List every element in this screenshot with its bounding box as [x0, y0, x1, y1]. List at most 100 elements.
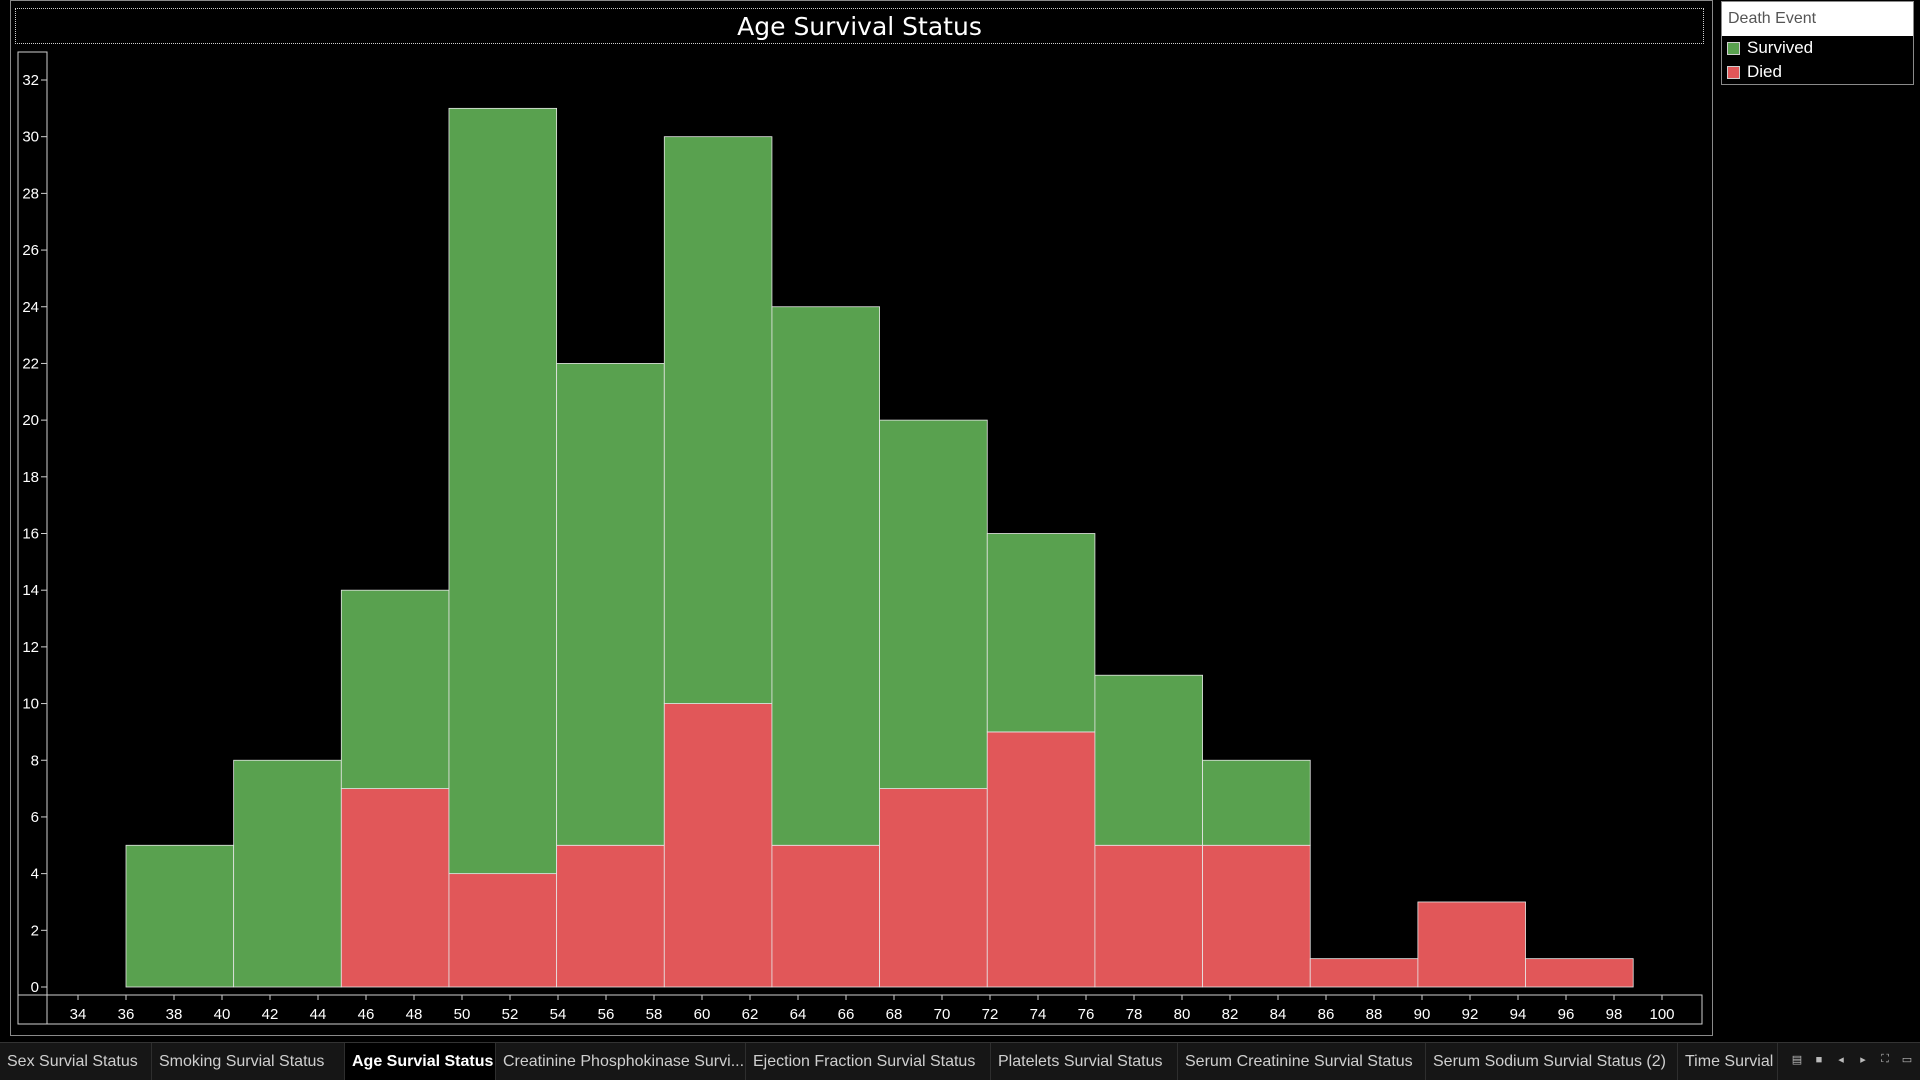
x-tick-label: 68	[886, 1006, 903, 1023]
bar-survived[interactable]	[556, 363, 665, 846]
next-icon[interactable]: ▸	[1860, 1054, 1866, 1066]
y-tick-label: 28	[22, 185, 39, 202]
grid-view-icon[interactable]: ▤	[1791, 1054, 1803, 1066]
x-tick-label: 98	[1606, 1006, 1623, 1023]
bar-survived[interactable]	[233, 759, 342, 988]
legend-label-survived: Survived	[1747, 38, 1814, 57]
bar-died[interactable]	[556, 844, 665, 988]
bar-died[interactable]	[986, 731, 1096, 988]
bar-died[interactable]	[1525, 958, 1634, 988]
y-tick-label: 20	[22, 412, 39, 429]
y-tick-label: 2	[31, 922, 39, 939]
bar-died[interactable]	[1202, 844, 1311, 988]
tab-ejection-fraction-survival[interactable]: Ejection Fraction Survial Status	[746, 1043, 991, 1080]
tab-sex-survival[interactable]: Sex Survial Status	[0, 1043, 152, 1080]
chart-title: Age Survival Status	[737, 11, 982, 41]
x-tick-label: 48	[406, 1006, 423, 1023]
y-tick-label: 18	[22, 469, 39, 486]
legend-item-survived[interactable]: Survived	[1722, 36, 1913, 60]
sheet-navigation: ▤ ■ ◂ ▸ ⛶ ▭	[1790, 1053, 1914, 1066]
legend-title: Death Event	[1722, 2, 1913, 36]
tab-time-survival[interactable]: Time Survial	[1678, 1043, 1778, 1080]
x-tick-label: 84	[1270, 1006, 1287, 1023]
x-tick-label: 60	[694, 1006, 711, 1023]
bar-survived[interactable]	[663, 136, 773, 704]
legend[interactable]: Death Event Survived Died	[1721, 1, 1914, 85]
bar-survived[interactable]	[879, 419, 988, 789]
tab-age-survival[interactable]: Age Survial Status	[345, 1043, 496, 1080]
x-tick-label: 46	[358, 1006, 375, 1023]
x-tick-label: 90	[1414, 1006, 1431, 1023]
x-tick-label: 100	[1649, 1006, 1674, 1023]
y-tick-label: 22	[22, 355, 39, 372]
workspace: Age Survival Status 0 2 4 6 8 10 12 14 16 18 20 22 2…	[10, 0, 1914, 1036]
bar-died[interactable]	[1094, 844, 1203, 988]
y-tick-label: 30	[22, 129, 39, 146]
bar-died[interactable]	[1417, 901, 1526, 988]
y-tick-label: 16	[22, 526, 39, 543]
tab-cpk-survival[interactable]: Creatinine Phosphokinase Survi...	[496, 1043, 746, 1080]
legend-label-died: Died	[1747, 62, 1782, 81]
tab-serum-creatinine-survival[interactable]: Serum Creatinine Survial Status	[1178, 1043, 1426, 1080]
y-tick-label: 6	[31, 809, 39, 826]
bars[interactable]	[125, 107, 1634, 988]
x-tick-label: 62	[742, 1006, 759, 1023]
died-swatch	[1727, 65, 1740, 79]
bar-died[interactable]	[448, 873, 558, 988]
tab-platelets-survival[interactable]: Platelets Survial Status	[991, 1043, 1178, 1080]
sheet-tab-bar: Sex Survial Status Smoking Survial Statu…	[0, 1042, 1920, 1080]
tab-smoking-survival[interactable]: Smoking Survial Status	[152, 1043, 345, 1080]
x-tick-label: 74	[1030, 1006, 1047, 1023]
x-tick-label: 94	[1510, 1006, 1527, 1023]
y-tick-label: 26	[22, 242, 39, 259]
x-tick-label: 72	[982, 1006, 999, 1023]
bar-survived[interactable]	[340, 589, 450, 789]
bar-died[interactable]	[1309, 958, 1419, 988]
y-tick-label: 8	[31, 752, 39, 769]
bar-survived[interactable]	[448, 107, 558, 875]
bar-survived[interactable]	[1094, 674, 1203, 846]
x-tick-label: 76	[1078, 1006, 1095, 1023]
x-tick-label: 50	[454, 1006, 471, 1023]
x-tick-label: 66	[838, 1006, 855, 1023]
y-tick-label: 10	[22, 696, 39, 713]
bar-survived[interactable]	[986, 533, 1096, 733]
x-axis: 34 36 38 40 42 44 46 48 50 52 54 56 58 60 62 64 66 68 70 72…	[17, 994, 1703, 1025]
sheet-view-icon[interactable]: ■	[1815, 1053, 1823, 1066]
x-tick-label: 34	[70, 1006, 87, 1023]
x-tick-label: 80	[1174, 1006, 1191, 1023]
survived-swatch	[1727, 41, 1740, 55]
x-tick-label: 38	[166, 1006, 183, 1023]
x-tick-label: 36	[118, 1006, 135, 1023]
x-tick-label: 44	[310, 1006, 327, 1023]
x-tick-label: 88	[1366, 1006, 1383, 1023]
tab-serum-sodium-survival[interactable]: Serum Sodium Survial Status (2)	[1426, 1043, 1678, 1080]
bar-died[interactable]	[340, 788, 450, 988]
x-tick-label: 96	[1558, 1006, 1575, 1023]
y-tick-label: 14	[22, 582, 39, 599]
bar-died[interactable]	[879, 788, 988, 988]
bar-died[interactable]	[771, 844, 881, 988]
x-axis-frame	[17, 994, 1703, 1025]
y-tick-label: 4	[31, 866, 39, 883]
prev-icon[interactable]: ◂	[1838, 1054, 1844, 1066]
fullscreen-icon[interactable]: ⛶	[1881, 1053, 1889, 1065]
x-tick-label: 56	[598, 1006, 615, 1023]
x-tick-label: 54	[550, 1006, 567, 1023]
x-tick-label: 64	[790, 1006, 807, 1023]
bar-survived[interactable]	[1202, 759, 1311, 846]
x-tick-label: 40	[214, 1006, 231, 1023]
y-tick-label: 24	[22, 299, 39, 316]
chart-frame	[10, 0, 1713, 1036]
present-icon[interactable]: ▭	[1901, 1054, 1913, 1066]
x-tick-label: 52	[502, 1006, 519, 1023]
y-tick-label: 32	[22, 72, 39, 89]
bar-survived[interactable]	[125, 844, 235, 988]
x-tick-label: 78	[1126, 1006, 1143, 1023]
y-tick-label: 12	[22, 639, 39, 656]
bar-died[interactable]	[663, 703, 773, 988]
legend-item-died[interactable]: Died	[1722, 60, 1913, 84]
bar-survived[interactable]	[771, 306, 881, 846]
x-tick-label: 42	[262, 1006, 279, 1023]
